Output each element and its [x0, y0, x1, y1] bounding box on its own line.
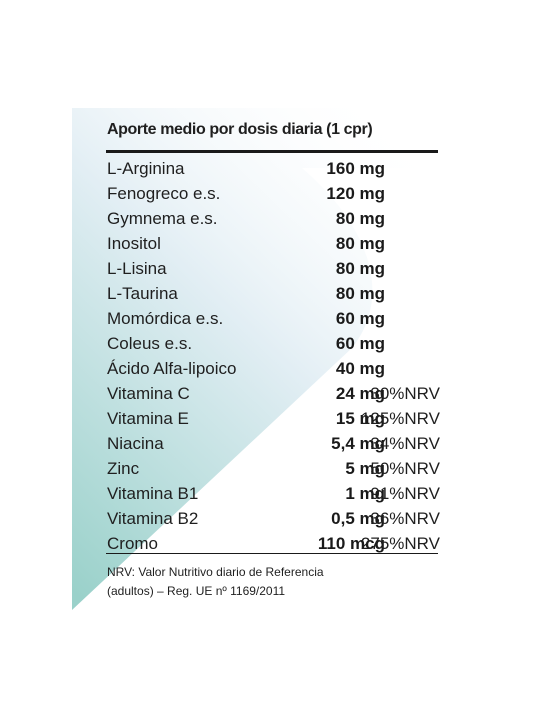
ingredient-name: Inositol	[107, 234, 161, 253]
ingredient-amount: 15 mg	[335, 409, 385, 428]
ingredient-row: Inositol 80 mg	[107, 231, 447, 256]
ingredient-row: Vitamina C 24 mg 30%NRV	[107, 381, 447, 406]
ingredient-amount: 120 mg	[326, 184, 385, 203]
ingredient-row: Coleus e.s. 60 mg	[107, 331, 447, 356]
label-title: Aporte medio por dosis diaria (1 cpr)	[107, 121, 373, 138]
ingredient-nrv: 50%NRV	[370, 459, 440, 478]
ingredient-row: Vitamina B1 1 mg 91%NRV	[107, 481, 447, 506]
ingredient-row: Zinc 5 mg 50%NRV	[107, 456, 447, 481]
ingredient-name: Gymnema e.s.	[107, 209, 218, 228]
ingredient-nrv: 91%NRV	[370, 484, 440, 503]
background-gradient-shape	[72, 108, 467, 610]
ingredient-row: L-Taurina 80 mg	[107, 281, 447, 306]
ingredient-name: Ácido Alfa-lipoico	[107, 359, 237, 378]
ingredient-row: Niacina 5,4 mg 34%NRV	[107, 431, 447, 456]
ingredient-nrv: 36%NRV	[370, 509, 440, 528]
ingredient-name: L-Lisina	[107, 259, 167, 278]
ingredient-nrv: 275%NRV	[360, 534, 440, 553]
ingredient-row: Fenogreco e.s. 120 mg	[107, 181, 447, 206]
footnote-line-1: NRV: Valor Nutritivo diario de Referenci…	[107, 565, 324, 579]
ingredient-amount: 5 mg	[345, 459, 385, 478]
ingredient-amount: 110 mcg	[317, 534, 385, 553]
ingredient-name: Vitamina B1	[107, 484, 199, 503]
ingredient-row: L-Arginina 160 mg	[107, 156, 447, 181]
ingredient-amount: 80 mg	[335, 209, 385, 228]
bottom-divider	[106, 553, 438, 554]
ingredient-row: Cromo 110 mcg 275%NRV	[107, 531, 447, 556]
ingredient-name: Coleus e.s.	[107, 334, 193, 353]
ingredient-name: L-Taurina	[107, 284, 178, 303]
footnote-line-2: (adultos) – Reg. UE nº 1169/2011	[107, 584, 286, 598]
ingredient-name: Zinc	[107, 459, 140, 478]
ingredient-name: Fenogreco e.s.	[107, 184, 221, 203]
footnote: NRV: Valor Nutritivo diario de Referenci…	[107, 563, 437, 601]
ingredient-row: Ácido Alfa-lipoico 40 mg	[107, 356, 447, 381]
ingredient-amount: 24 mg	[335, 384, 385, 403]
ingredient-amount: 80 mg	[335, 234, 385, 253]
ingredient-row: L-Lisina 80 mg	[107, 256, 447, 281]
ingredient-amount: 160 mg	[326, 159, 385, 178]
ingredient-name: Momórdica e.s.	[107, 309, 224, 328]
title-divider	[106, 150, 438, 153]
ingredient-row: Momórdica e.s. 60 mg	[107, 306, 447, 331]
ingredient-row: Vitamina E 15 mg 125%NRV	[107, 406, 447, 431]
label-content: Aporte medio por dosis diaria (1 cpr) L-…	[72, 108, 468, 610]
ingredient-amount: 5,4 mg	[331, 434, 385, 453]
ingredient-list: L-Arginina 160 mg Fenogreco e.s. 120 mg Gymn…	[107, 156, 447, 556]
ingredient-name: Vitamina C	[107, 384, 190, 403]
ingredient-name: Vitamina E	[107, 409, 189, 428]
ingredient-nrv: 34%NRV	[370, 434, 440, 453]
ingredient-name: Niacina	[107, 434, 164, 453]
ingredient-name: Vitamina B2	[107, 509, 199, 528]
ingredient-amount: 60 mg	[335, 334, 385, 353]
ingredient-row: Vitamina B2 0,5 mg 36%NRV	[107, 506, 447, 531]
ingredient-row: Gymnema e.s. 80 mg	[107, 206, 447, 231]
ingredient-amount: 80 mg	[335, 259, 385, 278]
ingredient-nrv: 125%NRV	[360, 409, 440, 428]
ingredient-name: Cromo	[107, 534, 159, 553]
nutrition-label: Aporte medio por dosis diaria (1 cpr) L-…	[72, 108, 468, 610]
ingredient-amount: 0,5 mg	[331, 509, 385, 528]
ingredient-nrv: 30%NRV	[370, 384, 440, 403]
ingredient-amount: 40 mg	[335, 359, 385, 378]
ingredient-amount: 60 mg	[335, 309, 385, 328]
ingredient-name: L-Arginina	[107, 159, 185, 178]
ingredient-amount: 1 mg	[345, 484, 385, 503]
ingredient-amount: 80 mg	[335, 284, 385, 303]
